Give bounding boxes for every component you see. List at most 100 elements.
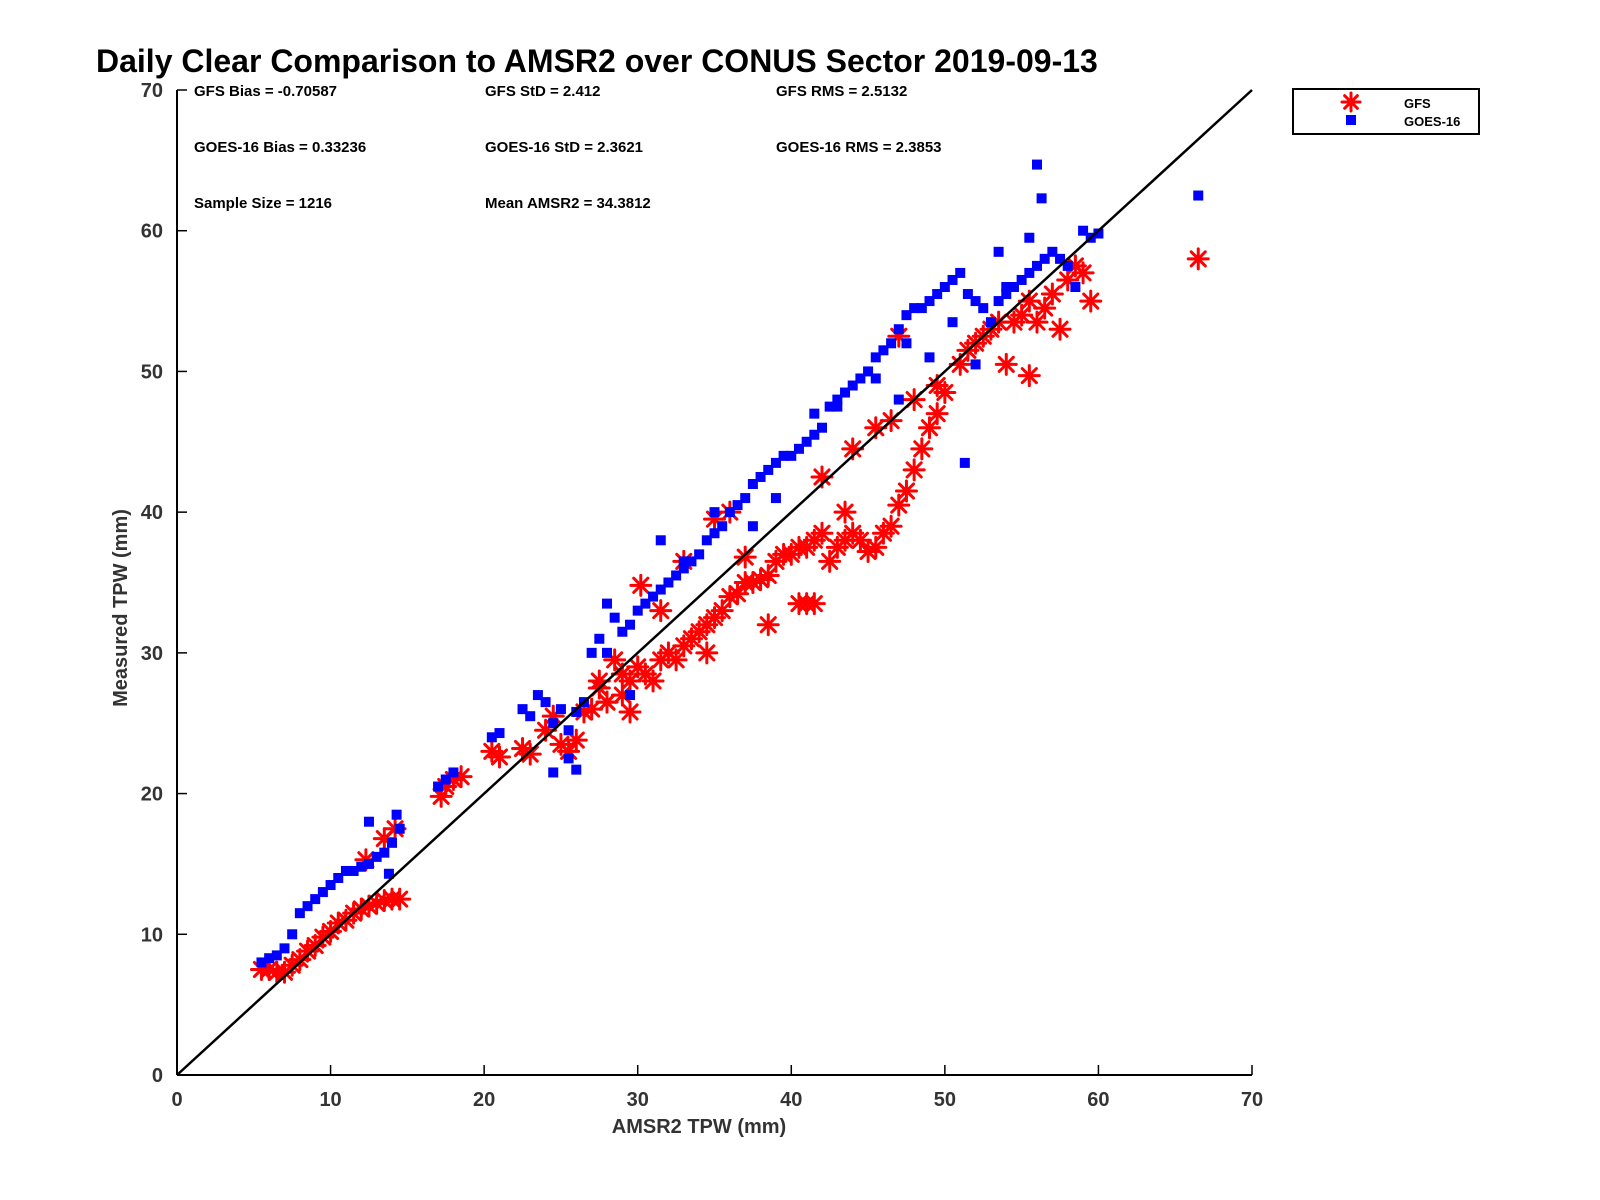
gfs-point: [1048, 317, 1072, 341]
goes16-point: [1032, 159, 1042, 170]
stats-annotations: GFS Bias = -0.70587 GFS StD = 2.412 GFS RM…: [194, 83, 942, 212]
gfs-point: [756, 613, 780, 637]
gfs-point: [388, 887, 412, 911]
gfs-point: [1071, 261, 1095, 285]
goes16-point: [548, 718, 559, 729]
goes16-point: [870, 352, 881, 363]
goes16-point: [371, 851, 382, 862]
gfs-point: [564, 728, 588, 752]
goes16-point: [625, 690, 636, 701]
y-tick-label: 30: [141, 643, 163, 665]
goes16-point: [978, 303, 989, 314]
gfs-point: [641, 669, 665, 693]
legend-gfs-marker: [1340, 91, 1362, 113]
goes16-point: [663, 577, 674, 588]
goes16-point: [709, 507, 720, 518]
stat-label: GFS Bias = -0.70587: [194, 83, 337, 100]
goes16-point: [1193, 190, 1204, 201]
x-tick-label: 30: [627, 1089, 649, 1111]
goes16-point: [655, 584, 666, 595]
goes16-point: [732, 500, 743, 511]
goes16-point: [433, 781, 444, 792]
goes16-point: [1070, 282, 1081, 292]
gfs-point: [887, 493, 911, 517]
goes16-point: [540, 697, 551, 708]
goes16-point: [617, 626, 628, 637]
goes16-point: [709, 528, 720, 539]
goes16-point: [387, 837, 397, 848]
goes16-point: [279, 943, 290, 954]
goes16-point: [747, 521, 758, 532]
goes16-point: [962, 289, 973, 300]
goes16-point: [1024, 267, 1035, 278]
stat-label: Mean AMSR2 = 34.3812: [485, 195, 651, 212]
x-tick-label: 50: [934, 1089, 956, 1111]
goes16-point: [1016, 274, 1027, 285]
gfs-point: [994, 352, 1018, 376]
goes16-point: [602, 647, 612, 658]
goes16-point: [778, 450, 789, 461]
goes16-point: [740, 493, 751, 504]
goes16-point: [970, 359, 981, 370]
x-tick-label: 0: [171, 1089, 182, 1111]
goes16-point: [993, 296, 1004, 307]
y-axis-label: Measured TPW (mm): [110, 509, 132, 707]
goes16-point: [678, 563, 689, 574]
goes16-point: [1032, 260, 1042, 271]
goes16-point: [909, 303, 920, 314]
goes16-point: [1001, 282, 1012, 292]
data-markers: [249, 159, 1210, 984]
goes16-point: [356, 861, 367, 872]
goes16-point: [348, 865, 359, 876]
goes16-point: [809, 408, 820, 419]
goes16-point: [932, 289, 943, 300]
goes16-point: [870, 373, 881, 384]
gfs-point: [518, 742, 542, 766]
x-tick-label: 70: [1241, 1089, 1263, 1111]
goes16-point: [655, 535, 666, 546]
goes16-point: [955, 267, 966, 278]
goes16-point: [1024, 232, 1035, 243]
y-tick-label: 0: [152, 1065, 163, 1087]
gfs-point: [618, 700, 642, 724]
goes16-point: [893, 394, 904, 405]
gfs-point: [802, 592, 826, 616]
goes16-point: [1055, 253, 1066, 264]
goes16-point: [648, 591, 659, 602]
goes16-point: [678, 556, 689, 567]
goes16-point: [379, 847, 390, 858]
goes16-point: [901, 338, 912, 349]
goes16-point: [525, 711, 536, 722]
goes16-point: [632, 605, 643, 616]
goes16-point: [786, 450, 797, 461]
goes16-point: [893, 324, 904, 335]
goes16-point: [391, 809, 402, 820]
y-tick-label: 50: [141, 361, 163, 383]
x-tick-label: 20: [473, 1089, 495, 1111]
x-axis-label: AMSR2 TPW (mm): [612, 1116, 786, 1138]
goes16-point: [383, 868, 394, 879]
goes16-point: [985, 317, 996, 328]
stat-label: GOES-16 Bias = 0.33236: [194, 139, 366, 156]
goes16-point: [271, 950, 282, 961]
goes16-point: [886, 338, 897, 349]
goes16-point: [755, 471, 766, 482]
goes16-point: [993, 246, 1004, 257]
legend-goes16-label: GOES-16: [1404, 114, 1460, 129]
gfs-point: [848, 528, 872, 552]
gfs-point: [1025, 310, 1049, 334]
legend-gfs-label: GFS: [1404, 96, 1431, 111]
goes16-point: [548, 767, 559, 778]
plot-area: 0 10 20 30 40 50 60 70 0 10 20 30 40 50 60 70 GFS Bias …: [141, 80, 1263, 1111]
goes16-point: [701, 535, 712, 546]
goes16-point: [1093, 228, 1104, 239]
goes16-point: [847, 380, 858, 391]
goes16-point: [924, 296, 935, 307]
goes16-point: [817, 422, 827, 433]
gfs-point: [629, 573, 653, 597]
goes16-point: [333, 873, 344, 883]
legend-gfs-asterisk: [1340, 91, 1362, 113]
y-tick-label: 10: [141, 924, 163, 946]
legend-goes16-marker: [1346, 115, 1356, 125]
